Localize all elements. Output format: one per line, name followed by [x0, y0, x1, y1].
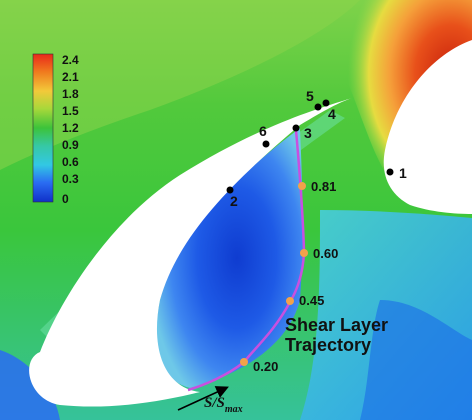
marker-point-5	[314, 103, 322, 111]
marker-label-2: 2	[230, 193, 238, 209]
recirculation-region	[156, 128, 303, 388]
trajectory-point-label-0.60: 0.60	[313, 246, 338, 261]
marker-label-1: 1	[399, 165, 407, 181]
lower-left-low-speed	[0, 350, 60, 420]
colorbar-label-2: 1.8	[62, 87, 79, 101]
colorbar-label-3: 1.5	[62, 104, 79, 118]
marker-point-6	[262, 140, 270, 148]
colorbar-label-1: 2.1	[62, 70, 79, 84]
colorbar-label-7: 0.3	[62, 172, 79, 186]
marker-point-2	[226, 186, 234, 194]
colorbar-label-6: 0.6	[62, 155, 79, 169]
trajectory-point-0.81	[298, 182, 306, 190]
trajectory-point-0.45	[286, 297, 294, 305]
trajectory-points: 0.81 0.60 0.45 0.20	[240, 179, 338, 374]
marker-point-3	[292, 124, 300, 132]
upper-field-region	[0, 0, 360, 170]
arc-length-label: S/Smax	[204, 395, 243, 415]
trajectory-title-line1: Shear Layer	[285, 315, 388, 335]
marker-point-1	[386, 168, 394, 176]
main-element-body	[29, 98, 352, 407]
marker-label-6: 6	[259, 123, 267, 139]
marker-label-5: 5	[306, 88, 314, 104]
colorbar-label-5: 0.9	[62, 138, 79, 152]
colorbar: 2.4 2.1 1.8 1.5 1.2 0.9 0.6 0.3 0	[32, 53, 79, 206]
arc-length-arrow	[177, 386, 229, 411]
trajectory-point-label-0.45: 0.45	[299, 293, 324, 308]
colorbar-label-4: 1.2	[62, 121, 79, 135]
trajectory-point-0.20	[240, 358, 248, 366]
trajectory-point-label-0.20: 0.20	[253, 359, 278, 374]
colorbar-label-8: 0	[62, 192, 69, 206]
arc-length-label-main: S/S	[204, 395, 225, 411]
colorbar-scale	[32, 53, 54, 203]
trajectory-point-label-0.81: 0.81	[311, 179, 336, 194]
trajectory-point-0.60	[300, 249, 308, 257]
colorbar-label-0: 2.4	[62, 53, 79, 67]
marker-point-4	[322, 99, 330, 107]
marker-label-3: 3	[304, 125, 312, 141]
marker-label-4: 4	[328, 106, 336, 122]
flap-element-body	[383, 40, 472, 214]
trajectory-title-line2: Trajectory	[285, 335, 371, 355]
wake-deep-region	[360, 300, 472, 420]
arc-length-label-subscript: max	[225, 404, 243, 415]
flow-markers: 1 2 3 4 5 6	[226, 88, 407, 209]
